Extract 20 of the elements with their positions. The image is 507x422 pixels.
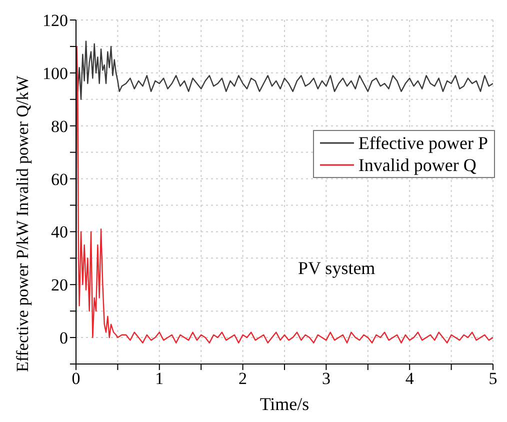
legend-label: Invalid power Q — [358, 154, 476, 176]
legend-label: Effective power P — [358, 132, 488, 154]
x-tick-label: 0 — [72, 369, 80, 388]
annotation: PV system — [298, 258, 376, 279]
x-tick-label: 3 — [322, 369, 330, 388]
x-tick-label: 2 — [238, 369, 248, 388]
x-tick-label: 5 — [488, 369, 498, 388]
y-tick-label: 20 — [51, 276, 68, 295]
line-series — [76, 40, 493, 100]
x-axis-title: Time/s — [260, 394, 310, 414]
line-series — [76, 46, 493, 344]
x-tick-label: 4 — [405, 369, 414, 388]
x-tick-label: 1 — [155, 369, 164, 388]
y-tick-label: 40 — [51, 222, 68, 242]
y-tick-label: 80 — [51, 116, 68, 136]
y-tick-label: 120 — [42, 11, 68, 30]
y-tick-label: 100 — [42, 64, 68, 83]
y-axis-title: Effective power P/kW Invalid power Q/kW — [13, 74, 32, 372]
y-tick-label: 60 — [51, 170, 68, 189]
y-tick-label: 0 — [60, 328, 68, 348]
